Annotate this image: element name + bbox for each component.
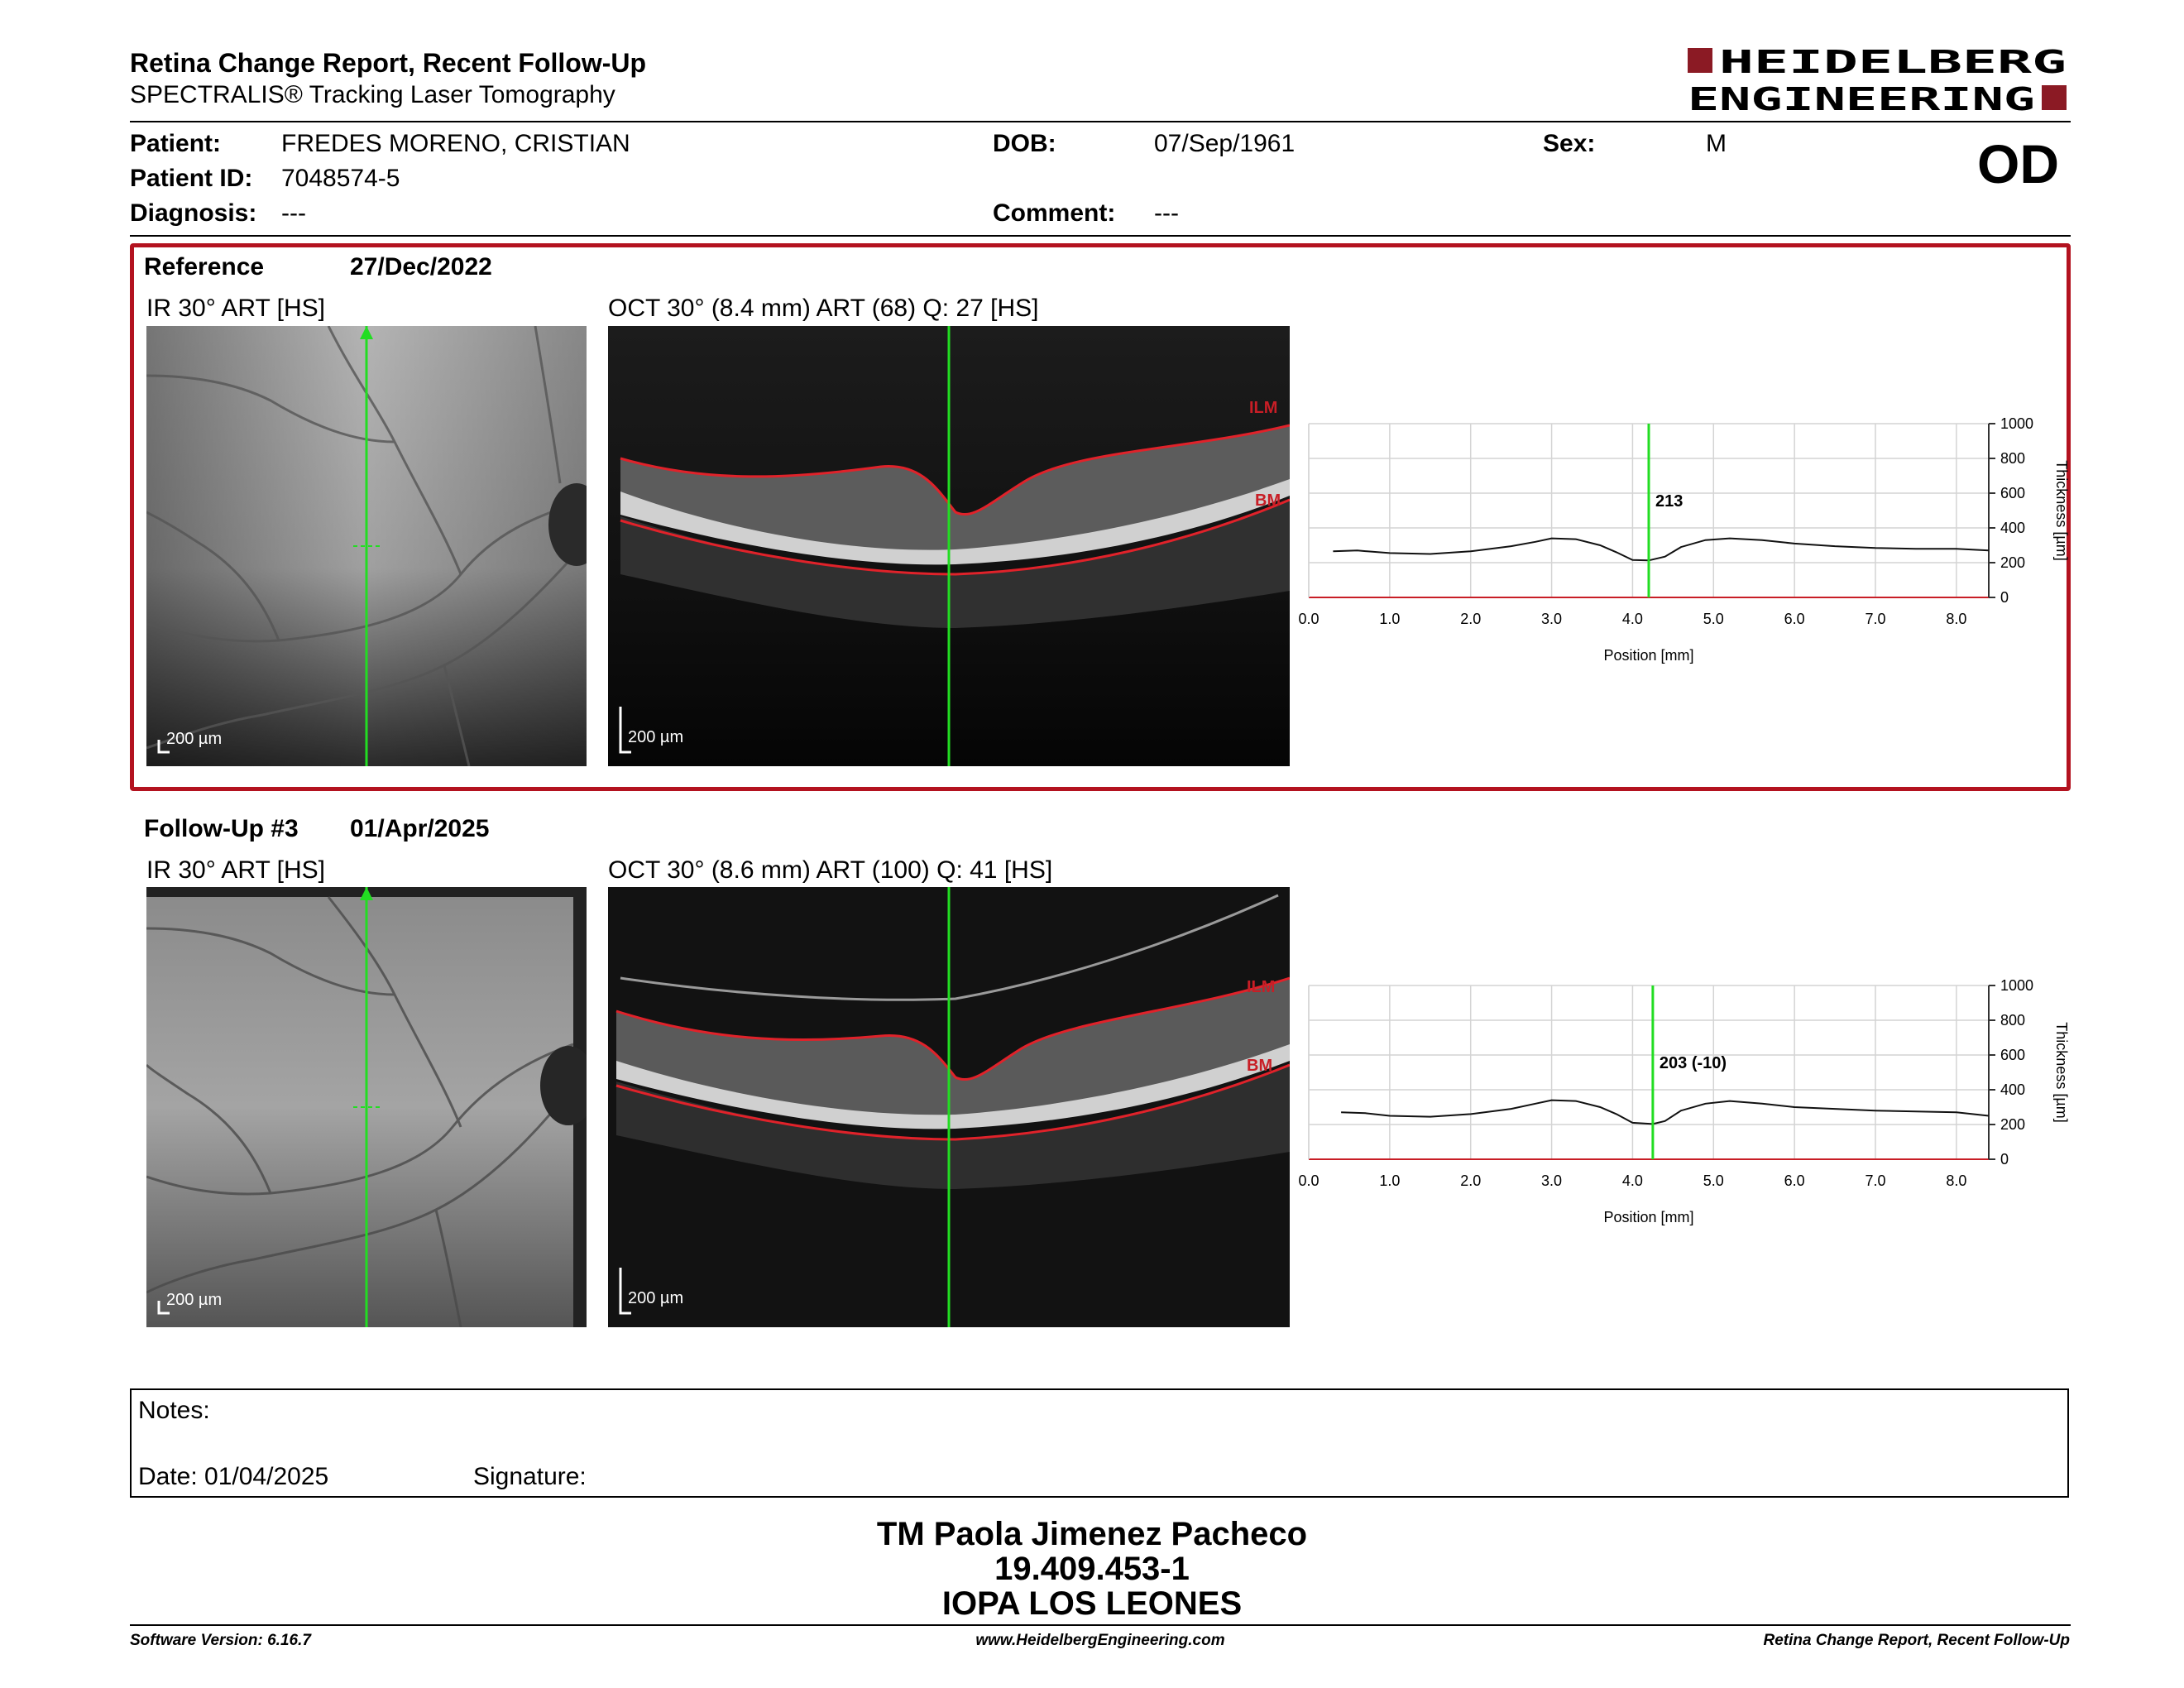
heidelberg-logo: HEIDELBERG ENGINEERING <box>1688 44 2068 117</box>
followup-ir-title: IR 30° ART [HS] <box>146 856 325 884</box>
followup-thickness-chart: 203 (-10) 0.0 1.0 2.0 3.0 4.0 5.0 6.0 7.0 8.0 0 2… <box>1299 977 2070 1225</box>
followup-label: Follow-Up #3 <box>144 815 299 842</box>
followup-ir-scale: 200 µm <box>166 1291 223 1309</box>
followup-date: 01/Apr/2025 <box>350 815 490 842</box>
diagnosis-value: --- <box>281 199 306 227</box>
signer-name: TM Paola Jimenez Pacheco <box>876 1516 1308 1552</box>
followup-oct-title: OCT 30° (8.6 mm) ART (100) Q: 41 [HS] <box>608 856 1053 884</box>
notes-label: Notes: <box>138 1397 210 1424</box>
y-tick-label: 800 <box>2000 450 2025 467</box>
reference-x-axis-label: Position [mm] <box>1603 647 1693 664</box>
signer-id: 19.409.453-1 <box>994 1551 1190 1587</box>
notes-box[interactable]: Notes: Date: 01/04/2025 Signature: <box>130 1388 2069 1498</box>
comment-value: --- <box>1154 199 1179 227</box>
patient-id: 7048574-5 <box>281 165 400 192</box>
x-tick-label: 5.0 <box>1703 611 1724 627</box>
y-tick-label: 400 <box>2000 1081 2025 1098</box>
sex-value: M <box>1706 130 1727 157</box>
report-title: Retina Change Report, Recent Follow-Up <box>130 48 647 78</box>
x-tick-label: 3.0 <box>1541 611 1562 627</box>
dob-value: 07/Sep/1961 <box>1154 130 1296 157</box>
x-tick-label: 2.0 <box>1460 1172 1481 1189</box>
notes-date: Date: 01/04/2025 <box>138 1463 329 1490</box>
website-link[interactable]: www.HeidelbergEngineering.com <box>975 1632 1225 1649</box>
sex-label: Sex: <box>1543 130 1596 157</box>
footer-report-name: Retina Change Report, Recent Follow-Up <box>1763 1632 2070 1649</box>
footer-divider <box>130 1624 2071 1626</box>
reference-thickness-line <box>1333 537 1990 562</box>
x-tick-label: 6.0 <box>1784 611 1805 627</box>
software-version: Software Version: 6.16.7 <box>130 1632 311 1649</box>
reference-ir-image: 200 µm <box>146 326 587 766</box>
reference-date: 27/Dec/2022 <box>350 253 492 281</box>
followup-x-axis-label: Position [mm] <box>1603 1209 1693 1225</box>
reference-label: Reference <box>144 253 265 281</box>
y-tick-label: 400 <box>2000 520 2025 536</box>
logo-line1: HEIDELBERG <box>1719 46 2067 80</box>
followup-bm-label: BM <box>1247 1057 1273 1075</box>
patient-id-label: Patient ID: <box>130 165 253 192</box>
x-tick-label: 0.0 <box>1299 1172 1320 1189</box>
x-tick-label: 7.0 <box>1865 1172 1885 1189</box>
x-tick-label: 0.0 <box>1299 611 1320 627</box>
y-tick-label: 0 <box>2000 589 2009 606</box>
y-tick-label: 800 <box>2000 1012 2025 1029</box>
reference-ir-title: IR 30° ART [HS] <box>146 295 325 322</box>
x-tick-label: 5.0 <box>1703 1172 1724 1189</box>
y-tick-label: 1000 <box>2000 415 2033 432</box>
x-tick-label: 1.0 <box>1379 611 1400 627</box>
y-tick-label: 200 <box>2000 1116 2025 1133</box>
x-tick-label: 2.0 <box>1460 611 1481 627</box>
x-tick-label: 3.0 <box>1541 1172 1562 1189</box>
dob-label: DOB: <box>993 130 1056 157</box>
reference-oct-scale: 200 µm <box>628 728 684 746</box>
followup-marker-value: 203 (-10) <box>1660 1054 1727 1072</box>
y-tick-label: 600 <box>2000 485 2025 501</box>
comment-label: Comment: <box>993 199 1116 227</box>
followup-oct-image: ILM BM 200 µm <box>608 887 1290 1327</box>
diagnosis-label: Diagnosis: <box>130 199 257 227</box>
patient-divider <box>130 235 2071 237</box>
followup-ir-image: 200 µm <box>146 887 587 1327</box>
y-tick-label: 0 <box>2000 1151 2009 1168</box>
reference-y-axis-label: Thickness [µm] <box>2053 460 2070 560</box>
y-tick-label: 1000 <box>2000 977 2033 994</box>
followup-oct-scale: 200 µm <box>628 1289 684 1307</box>
x-tick-label: 7.0 <box>1865 611 1885 627</box>
patient-name: FREDES MORENO, CRISTIAN <box>281 130 630 157</box>
signature-label: Signature: <box>473 1463 587 1490</box>
signer-place: IOPA LOS LEONES <box>941 1585 1243 1622</box>
y-tick-label: 200 <box>2000 554 2025 571</box>
eye-badge: OD <box>1977 133 2059 194</box>
reference-oct-image: ILM BM 200 µm <box>608 326 1290 766</box>
x-tick-label: 8.0 <box>1946 611 1966 627</box>
patient-label: Patient: <box>130 130 222 157</box>
header-divider <box>130 121 2071 122</box>
followup-thickness-line <box>1341 1099 1990 1125</box>
logo-line2: ENGINEERING <box>1688 81 2035 117</box>
x-tick-label: 6.0 <box>1784 1172 1805 1189</box>
reference-oct-title: OCT 30° (8.4 mm) ART (68) Q: 27 [HS] <box>608 295 1039 322</box>
reference-ir-scale: 200 µm <box>166 730 223 748</box>
followup-ilm-label: ILM <box>1247 978 1276 996</box>
report-subtitle: SPECTRALIS® Tracking Laser Tomography <box>130 81 615 108</box>
x-tick-label: 4.0 <box>1622 1172 1643 1189</box>
reference-ilm-label: ILM <box>1249 399 1278 417</box>
reference-marker-value: 213 <box>1655 492 1683 511</box>
reference-bm-label: BM <box>1255 492 1281 510</box>
reference-thickness-chart: 213 0.0 1.0 2.0 3.0 4.0 5.0 6.0 7.0 8.0 0 200 400 6… <box>1299 415 2070 664</box>
y-tick-label: 600 <box>2000 1047 2025 1063</box>
x-tick-label: 8.0 <box>1946 1172 1966 1189</box>
reference-panel <box>130 243 2071 791</box>
x-tick-label: 4.0 <box>1622 611 1643 627</box>
x-tick-label: 1.0 <box>1379 1172 1400 1189</box>
followup-y-axis-label: Thickness [µm] <box>2053 1022 2070 1122</box>
